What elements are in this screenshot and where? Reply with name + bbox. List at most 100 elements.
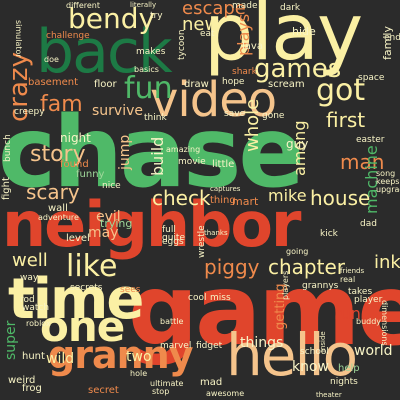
- word-video: video: [150, 72, 277, 128]
- word-miss: miss: [210, 293, 231, 303]
- word-try: try: [150, 11, 163, 21]
- word-whole: whole: [242, 98, 263, 152]
- word-fight: fight: [1, 177, 12, 200]
- word-think: think: [144, 113, 167, 123]
- word-captures: captures: [210, 185, 241, 193]
- word-hope: hope: [222, 77, 245, 87]
- word-ink: ink: [374, 252, 400, 273]
- word-floor: floor: [94, 79, 117, 90]
- word-movie: movie: [178, 157, 206, 167]
- word-neighbor: neighbor: [2, 188, 302, 261]
- word-dark: dark: [280, 3, 301, 13]
- word-real: real: [340, 275, 356, 284]
- word-mart: mart: [232, 195, 259, 208]
- word-friends: friends: [340, 267, 365, 275]
- word-challenge: challenge: [46, 31, 90, 41]
- word-going: going: [286, 247, 309, 256]
- word-dad: dad: [360, 219, 377, 229]
- word-scream: scream: [268, 79, 305, 90]
- word-survive: survive: [92, 103, 143, 119]
- word-players: players: [281, 270, 290, 300]
- word-jump: jump: [117, 134, 133, 170]
- word-piggy: piggy: [204, 255, 260, 279]
- word-hello: hello: [226, 321, 358, 389]
- word-song: song: [376, 169, 396, 178]
- word-build: build: [148, 136, 167, 176]
- word-night: night: [60, 131, 91, 145]
- word-run: run: [334, 304, 361, 323]
- word-chase: chase: [0, 96, 305, 210]
- word-mad: mad: [200, 377, 223, 388]
- word-secrets: secrets: [70, 283, 103, 293]
- word-keeps: keeps: [376, 177, 400, 186]
- word-literally: literally: [130, 1, 157, 9]
- word-house: house: [310, 186, 371, 210]
- word-two: two: [126, 349, 152, 365]
- word-watch: watch: [22, 303, 50, 313]
- word-play: play: [204, 0, 363, 78]
- word-eggs: eggs: [162, 237, 184, 247]
- word-kick: kick: [320, 229, 338, 239]
- word-nights: nights: [330, 377, 358, 387]
- word-lava: lava: [242, 41, 263, 52]
- word-makes: makes: [136, 47, 166, 57]
- word-takes: takes: [348, 287, 373, 297]
- word-fun: fun: [124, 71, 173, 106]
- word-may: may: [88, 225, 119, 241]
- word-space: space: [358, 73, 385, 83]
- word-awesome: awesome: [206, 389, 245, 398]
- word-tycoon: tycoon: [177, 29, 187, 60]
- word-cool: cool: [188, 293, 207, 303]
- word-family: family: [381, 26, 394, 60]
- word-man: man: [340, 150, 385, 174]
- word-sees: sees: [120, 285, 141, 295]
- word-help: help: [338, 363, 360, 374]
- word-one: one: [40, 302, 125, 351]
- word-frog: frog: [22, 383, 42, 394]
- word-scary: scary: [26, 180, 80, 204]
- word-little: little: [212, 159, 235, 170]
- word-new: new: [182, 14, 220, 35]
- word-trying: trying: [100, 217, 133, 230]
- word-granny: granny: [48, 333, 193, 377]
- word-funny: funny: [76, 169, 105, 180]
- word-fam: fam: [40, 92, 83, 117]
- word-wall: wall: [48, 203, 68, 214]
- word-full: full: [162, 225, 176, 235]
- word-way: way: [20, 273, 39, 283]
- word-first: first: [326, 108, 366, 132]
- word-level: level: [66, 233, 90, 244]
- word-time: time: [8, 267, 144, 332]
- word-rod: rod: [20, 295, 35, 305]
- word-ultimate: ultimate: [150, 379, 184, 388]
- word-amazing: amazing: [166, 145, 201, 154]
- word-world: world: [354, 343, 393, 359]
- word-stop: stop: [152, 387, 170, 396]
- word-eat: eat: [200, 29, 215, 39]
- word-story: story: [30, 142, 86, 167]
- word-game: game: [128, 254, 400, 368]
- word-gone: gone: [262, 111, 285, 121]
- word-inside: inside: [319, 331, 327, 352]
- word-hunt: hunt: [22, 351, 45, 362]
- word-bendy: bendy: [68, 2, 156, 35]
- word-secret: secret: [88, 385, 119, 396]
- word-check: check: [152, 186, 211, 210]
- word-well: well: [12, 250, 48, 271]
- word-theater: theater: [316, 391, 342, 399]
- word-doe: doe: [44, 55, 59, 64]
- word-dimensions: dimensions: [380, 300, 389, 346]
- word-shark: shark: [232, 67, 257, 77]
- word-chapter: chapter: [268, 255, 345, 279]
- word-basics: basics: [134, 65, 159, 74]
- word-marvel: marvel: [160, 341, 192, 351]
- word-different: different: [66, 1, 100, 10]
- word-draw: draw: [184, 79, 209, 90]
- word-thanks: thanks: [204, 229, 228, 237]
- word-roblox: roblox: [26, 319, 51, 328]
- word-creepy: creepy: [14, 107, 45, 117]
- word-nice: nice: [102, 181, 121, 191]
- word-easter: easter: [356, 135, 385, 145]
- word-thing: thing: [210, 195, 236, 206]
- word-adventure: adventure: [38, 213, 79, 222]
